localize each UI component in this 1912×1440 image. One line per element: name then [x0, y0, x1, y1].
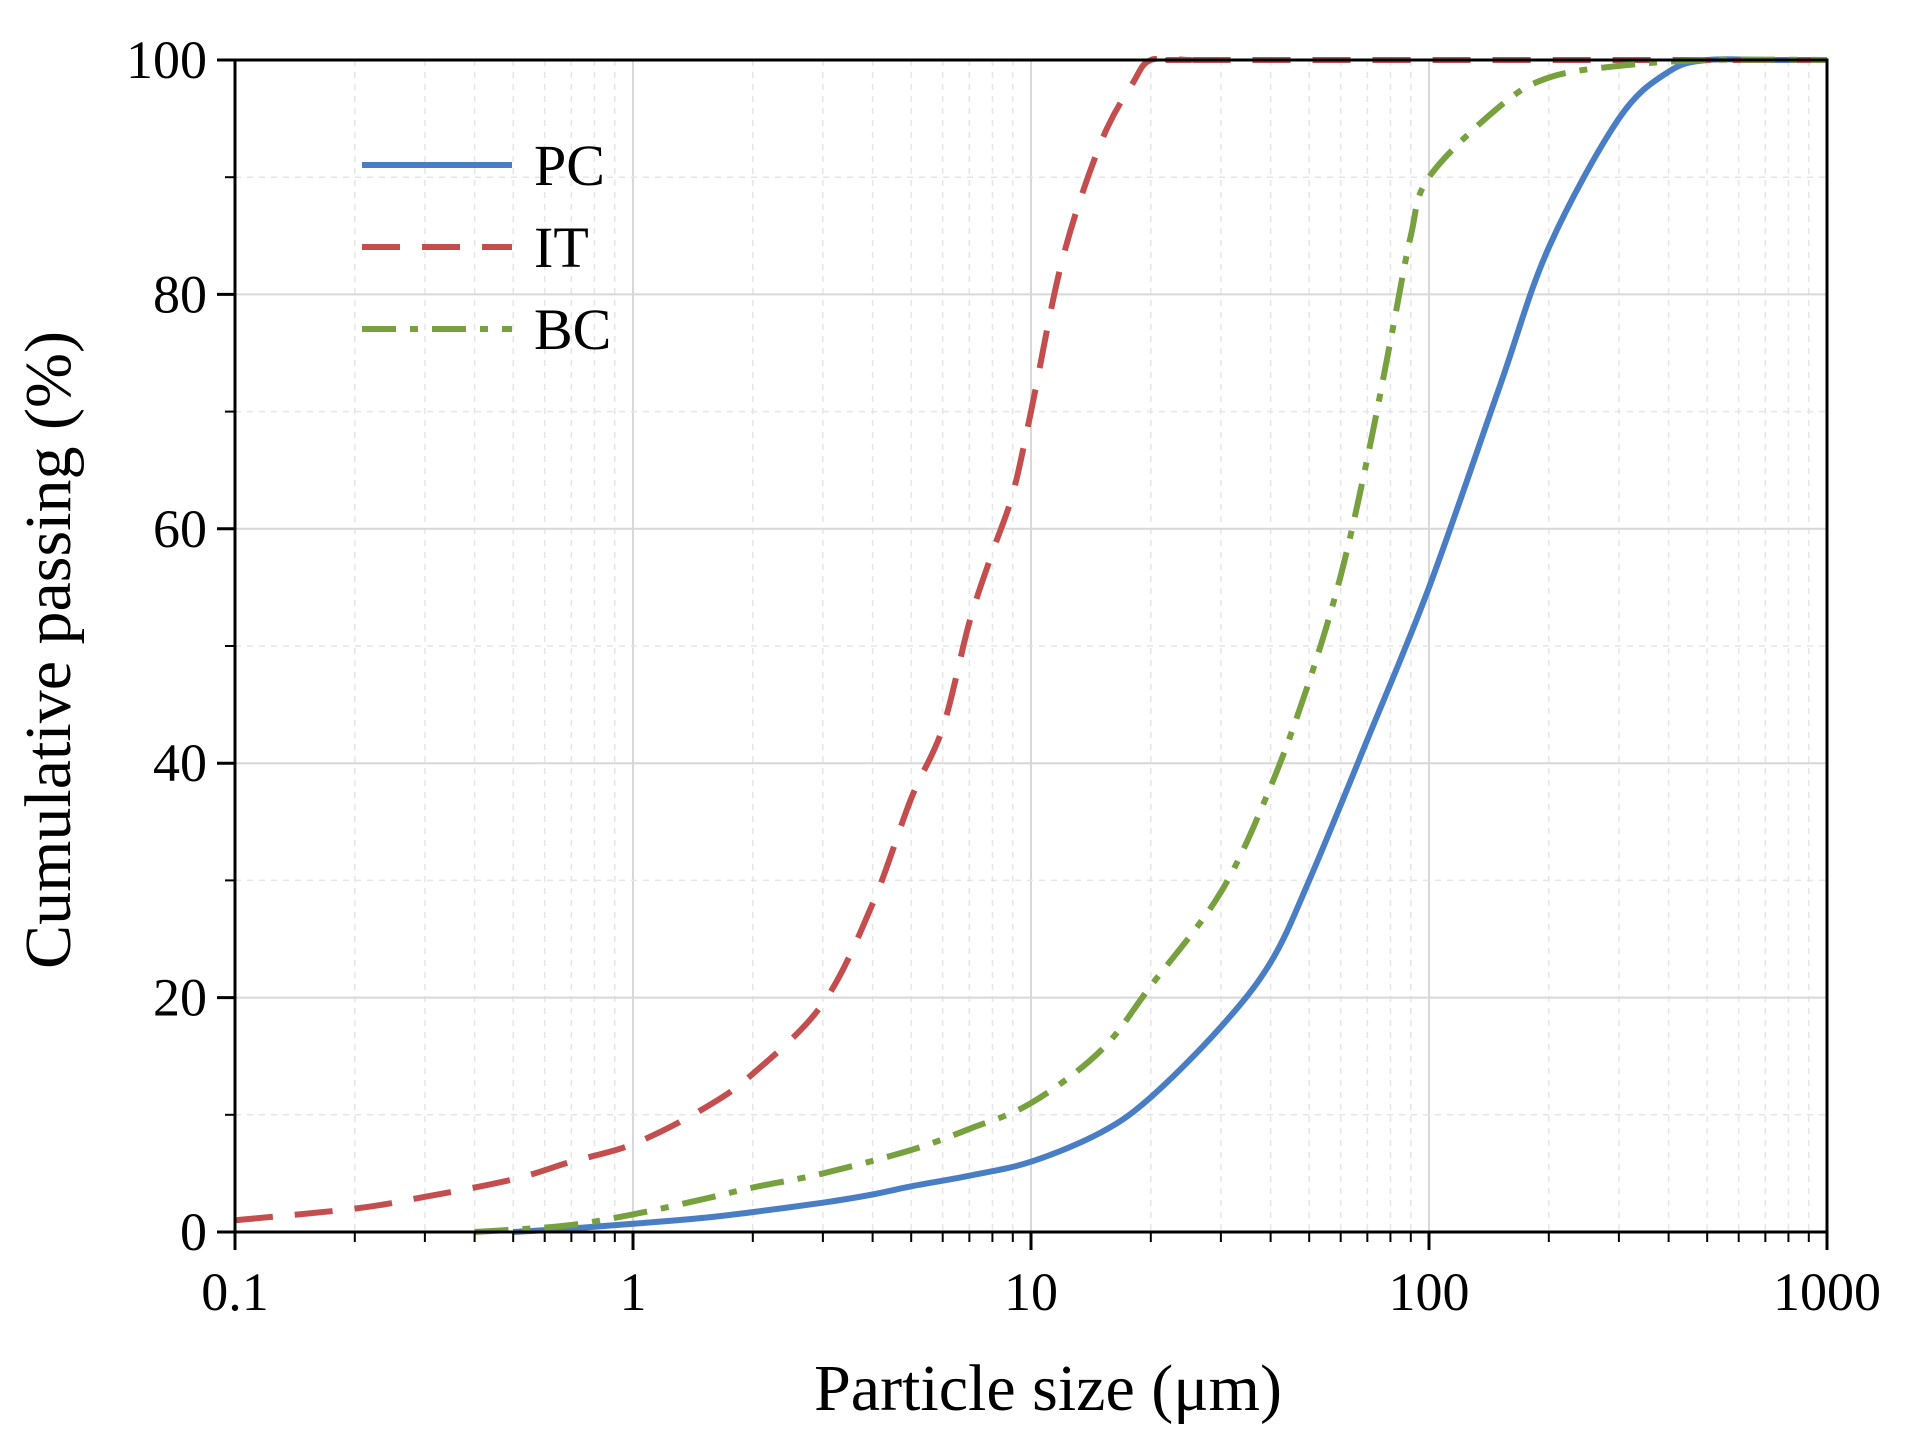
series-line-bc: [474, 56, 1827, 1235]
legend-label-pc: PC: [534, 133, 605, 198]
x-tick-label: 1000: [1773, 1262, 1881, 1322]
legend: PC IT BC: [362, 133, 611, 362]
y-tick-label: 80: [153, 264, 207, 324]
axis-ticks: 0.1 1 10 100 1000 0 20 40 60 80 100: [126, 30, 1881, 1322]
series-line-pc: [513, 56, 1827, 1235]
legend-label-it: IT: [534, 215, 589, 280]
x-tick-label: 0.1: [201, 1262, 269, 1322]
x-tick-label: 10: [1004, 1262, 1058, 1322]
x-tick-label: 100: [1389, 1262, 1470, 1322]
y-tick-label: 20: [153, 968, 207, 1028]
x-tick-label: 1: [620, 1262, 647, 1322]
legend-label-bc: BC: [534, 297, 611, 362]
y-tick-label: 60: [153, 499, 207, 559]
x-axis-title: Particle size (μm): [814, 1352, 1282, 1425]
y-tick-label: 0: [180, 1202, 207, 1262]
y-tick-label: 100: [126, 30, 207, 90]
y-axis-title: Cumulative passing (%): [12, 331, 85, 969]
grid: [234, 59, 1827, 1233]
y-tick-label: 40: [153, 733, 207, 793]
